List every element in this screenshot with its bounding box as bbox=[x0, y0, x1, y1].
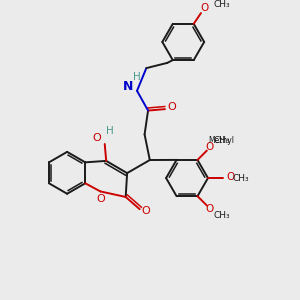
Text: O: O bbox=[167, 102, 176, 112]
Text: N: N bbox=[123, 80, 134, 93]
Text: H: H bbox=[133, 72, 140, 82]
Text: O: O bbox=[141, 206, 150, 217]
Text: O: O bbox=[206, 204, 214, 214]
Text: O: O bbox=[97, 194, 105, 204]
Text: CH₃: CH₃ bbox=[233, 173, 250, 182]
Text: O: O bbox=[201, 3, 209, 14]
Text: O: O bbox=[206, 142, 214, 152]
Text: H: H bbox=[106, 126, 113, 136]
Text: CH₃: CH₃ bbox=[214, 136, 230, 145]
Text: O: O bbox=[92, 133, 101, 142]
Text: CH₃: CH₃ bbox=[214, 212, 230, 220]
Text: CH₃: CH₃ bbox=[214, 0, 230, 9]
Text: Methyl: Methyl bbox=[208, 136, 234, 145]
Text: O: O bbox=[226, 172, 234, 182]
